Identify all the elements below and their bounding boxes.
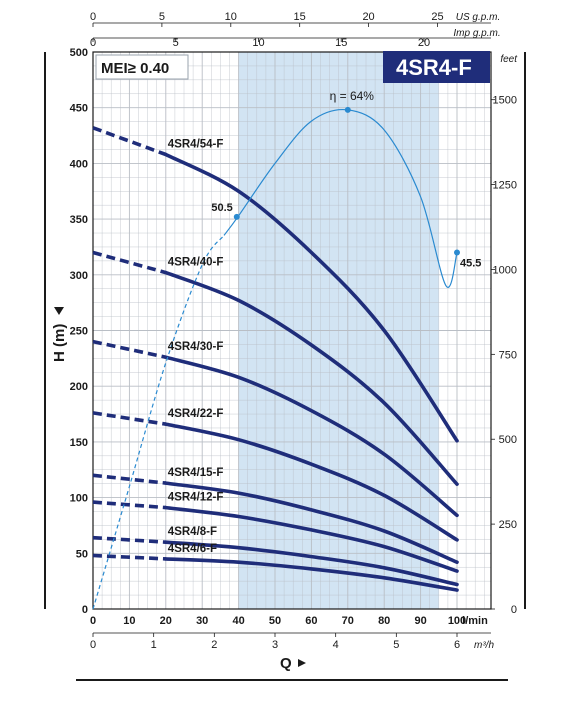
curve-label: 4SR4/54-F	[168, 138, 224, 150]
feet-tick-label: 1000	[493, 264, 517, 276]
x-tick-label: 100	[448, 615, 466, 627]
m3h-tick-label: 0	[90, 639, 96, 651]
x-tick-label: 40	[232, 615, 244, 627]
efficiency-label: 45.5	[460, 258, 481, 270]
curve-label: 4SR4/30-F	[168, 341, 224, 353]
curve-labels: 4SR4/54-F 4SR4/40-F 4SR4/30-F 4SR4/22-F 4SR4…	[168, 89, 482, 555]
head-curve-dashed	[92, 553, 166, 561]
y-tick-label: 500	[70, 47, 88, 59]
y-axis-title: H (m)	[51, 324, 68, 362]
x-tick-label: 10	[123, 615, 135, 627]
usgpm-tick-label: 20	[362, 11, 374, 23]
chart-frame	[92, 22, 492, 634]
efficiency-point	[233, 213, 240, 220]
model-badge-text: 4SR4-F	[396, 55, 472, 80]
head-curve	[164, 557, 459, 592]
mei-label: MEI≥ 0.40	[101, 60, 169, 77]
x-tick-label: 50	[269, 615, 281, 627]
x-unit-label: l/min	[462, 615, 488, 627]
impgpm-tick-label: 20	[418, 37, 430, 49]
mei-box	[95, 54, 189, 80]
usgpm-unit-label: US g.p.m.	[456, 12, 500, 23]
plot-border	[92, 51, 492, 610]
efficiency-point	[454, 249, 460, 256]
y-tick-label: 50	[76, 548, 88, 560]
head-curve-dashed	[92, 411, 167, 426]
m3h-tick-label: 3	[272, 639, 278, 651]
curve-label: 4SR4/8-F	[168, 526, 217, 538]
m3h-tick-label: 2	[211, 639, 217, 651]
x-tick-label: 60	[305, 615, 317, 627]
y-tick-label: 300	[70, 270, 88, 282]
y-tick-label: 150	[70, 437, 88, 449]
head-curve	[164, 355, 459, 518]
head-curve	[164, 540, 459, 587]
m3h-tick-label: 5	[393, 639, 399, 651]
y-tick-label: 0	[82, 604, 88, 616]
usgpm-tick-label: 10	[225, 11, 237, 23]
head-curve	[164, 152, 459, 443]
model-badge	[383, 51, 490, 83]
impgpm-tick-label: 5	[173, 37, 179, 49]
y-tick-label: 250	[70, 326, 88, 338]
x-tick-label: 80	[378, 615, 390, 627]
impgpm-unit-label: Imp g.p.m.	[453, 28, 500, 39]
x-axis-arrow-icon	[298, 659, 306, 667]
usgpm-tick-label: 5	[159, 11, 165, 23]
feet-tick-label: 0	[511, 604, 517, 616]
efficiency-curve-dashed	[92, 235, 225, 610]
usgpm-tick-label: 15	[294, 11, 306, 23]
head-curves	[92, 126, 459, 592]
curve-label: 4SR4/6-F	[168, 543, 217, 555]
curve-label: 4SR4/12-F	[168, 492, 224, 504]
impgpm-tick-label: 15	[335, 37, 347, 49]
head-curve-dashed	[92, 339, 167, 359]
head-curve-dashed	[92, 500, 166, 510]
efficiency-label: 50.5	[211, 202, 232, 214]
head-curve-dashed	[92, 126, 167, 157]
curve-label: 4SR4/40-F	[168, 257, 224, 269]
efficiency-point	[344, 106, 351, 113]
head-curve-dashed	[92, 535, 166, 544]
head-curve	[164, 422, 459, 542]
feet-tick-label: 1250	[493, 180, 517, 192]
head-curve	[164, 505, 459, 573]
x-tick-label: 0	[90, 615, 96, 627]
x-axis-title: Q	[280, 655, 292, 672]
x-tick-label: 30	[196, 615, 208, 627]
y-tick-label: 350	[70, 214, 88, 226]
x-tick-label: 70	[342, 615, 354, 627]
y-tick-label: 200	[70, 381, 88, 393]
head-curve	[164, 270, 459, 486]
feet-tick-label: 250	[499, 519, 517, 531]
feet-tick-label: 1500	[493, 95, 517, 107]
y-tick-label: 400	[70, 158, 88, 170]
y-axis-arrow-icon	[54, 307, 64, 315]
m3h-tick-label: 1	[151, 639, 157, 651]
efficiency-curve	[92, 106, 460, 610]
m3h-tick-label: 6	[454, 639, 460, 651]
m3h-unit-label: m³/h	[474, 640, 494, 651]
head-curve-dashed	[92, 250, 167, 275]
curve-label: 4SR4/15-F	[168, 467, 224, 479]
impgpm-tick-label: 0	[90, 37, 96, 49]
usgpm-tick-label: 25	[431, 11, 443, 23]
feet-unit-label: feet	[500, 54, 518, 65]
usgpm-tick-label: 0	[90, 11, 96, 23]
m3h-tick-label: 4	[333, 639, 339, 651]
x-tick-label: 20	[160, 615, 172, 627]
head-curve-dashed	[92, 473, 166, 485]
y-tick-label: 100	[70, 493, 88, 505]
efficiency-label: η = 64%	[330, 89, 375, 103]
impgpm-tick-label: 10	[252, 37, 264, 49]
curve-label: 4SR4/22-F	[168, 408, 224, 420]
x-tick-label: 90	[414, 615, 426, 627]
feet-tick-label: 500	[499, 434, 517, 446]
y-tick-label: 450	[70, 103, 88, 115]
feet-tick-label: 750	[499, 349, 517, 361]
head-curve	[164, 481, 459, 564]
